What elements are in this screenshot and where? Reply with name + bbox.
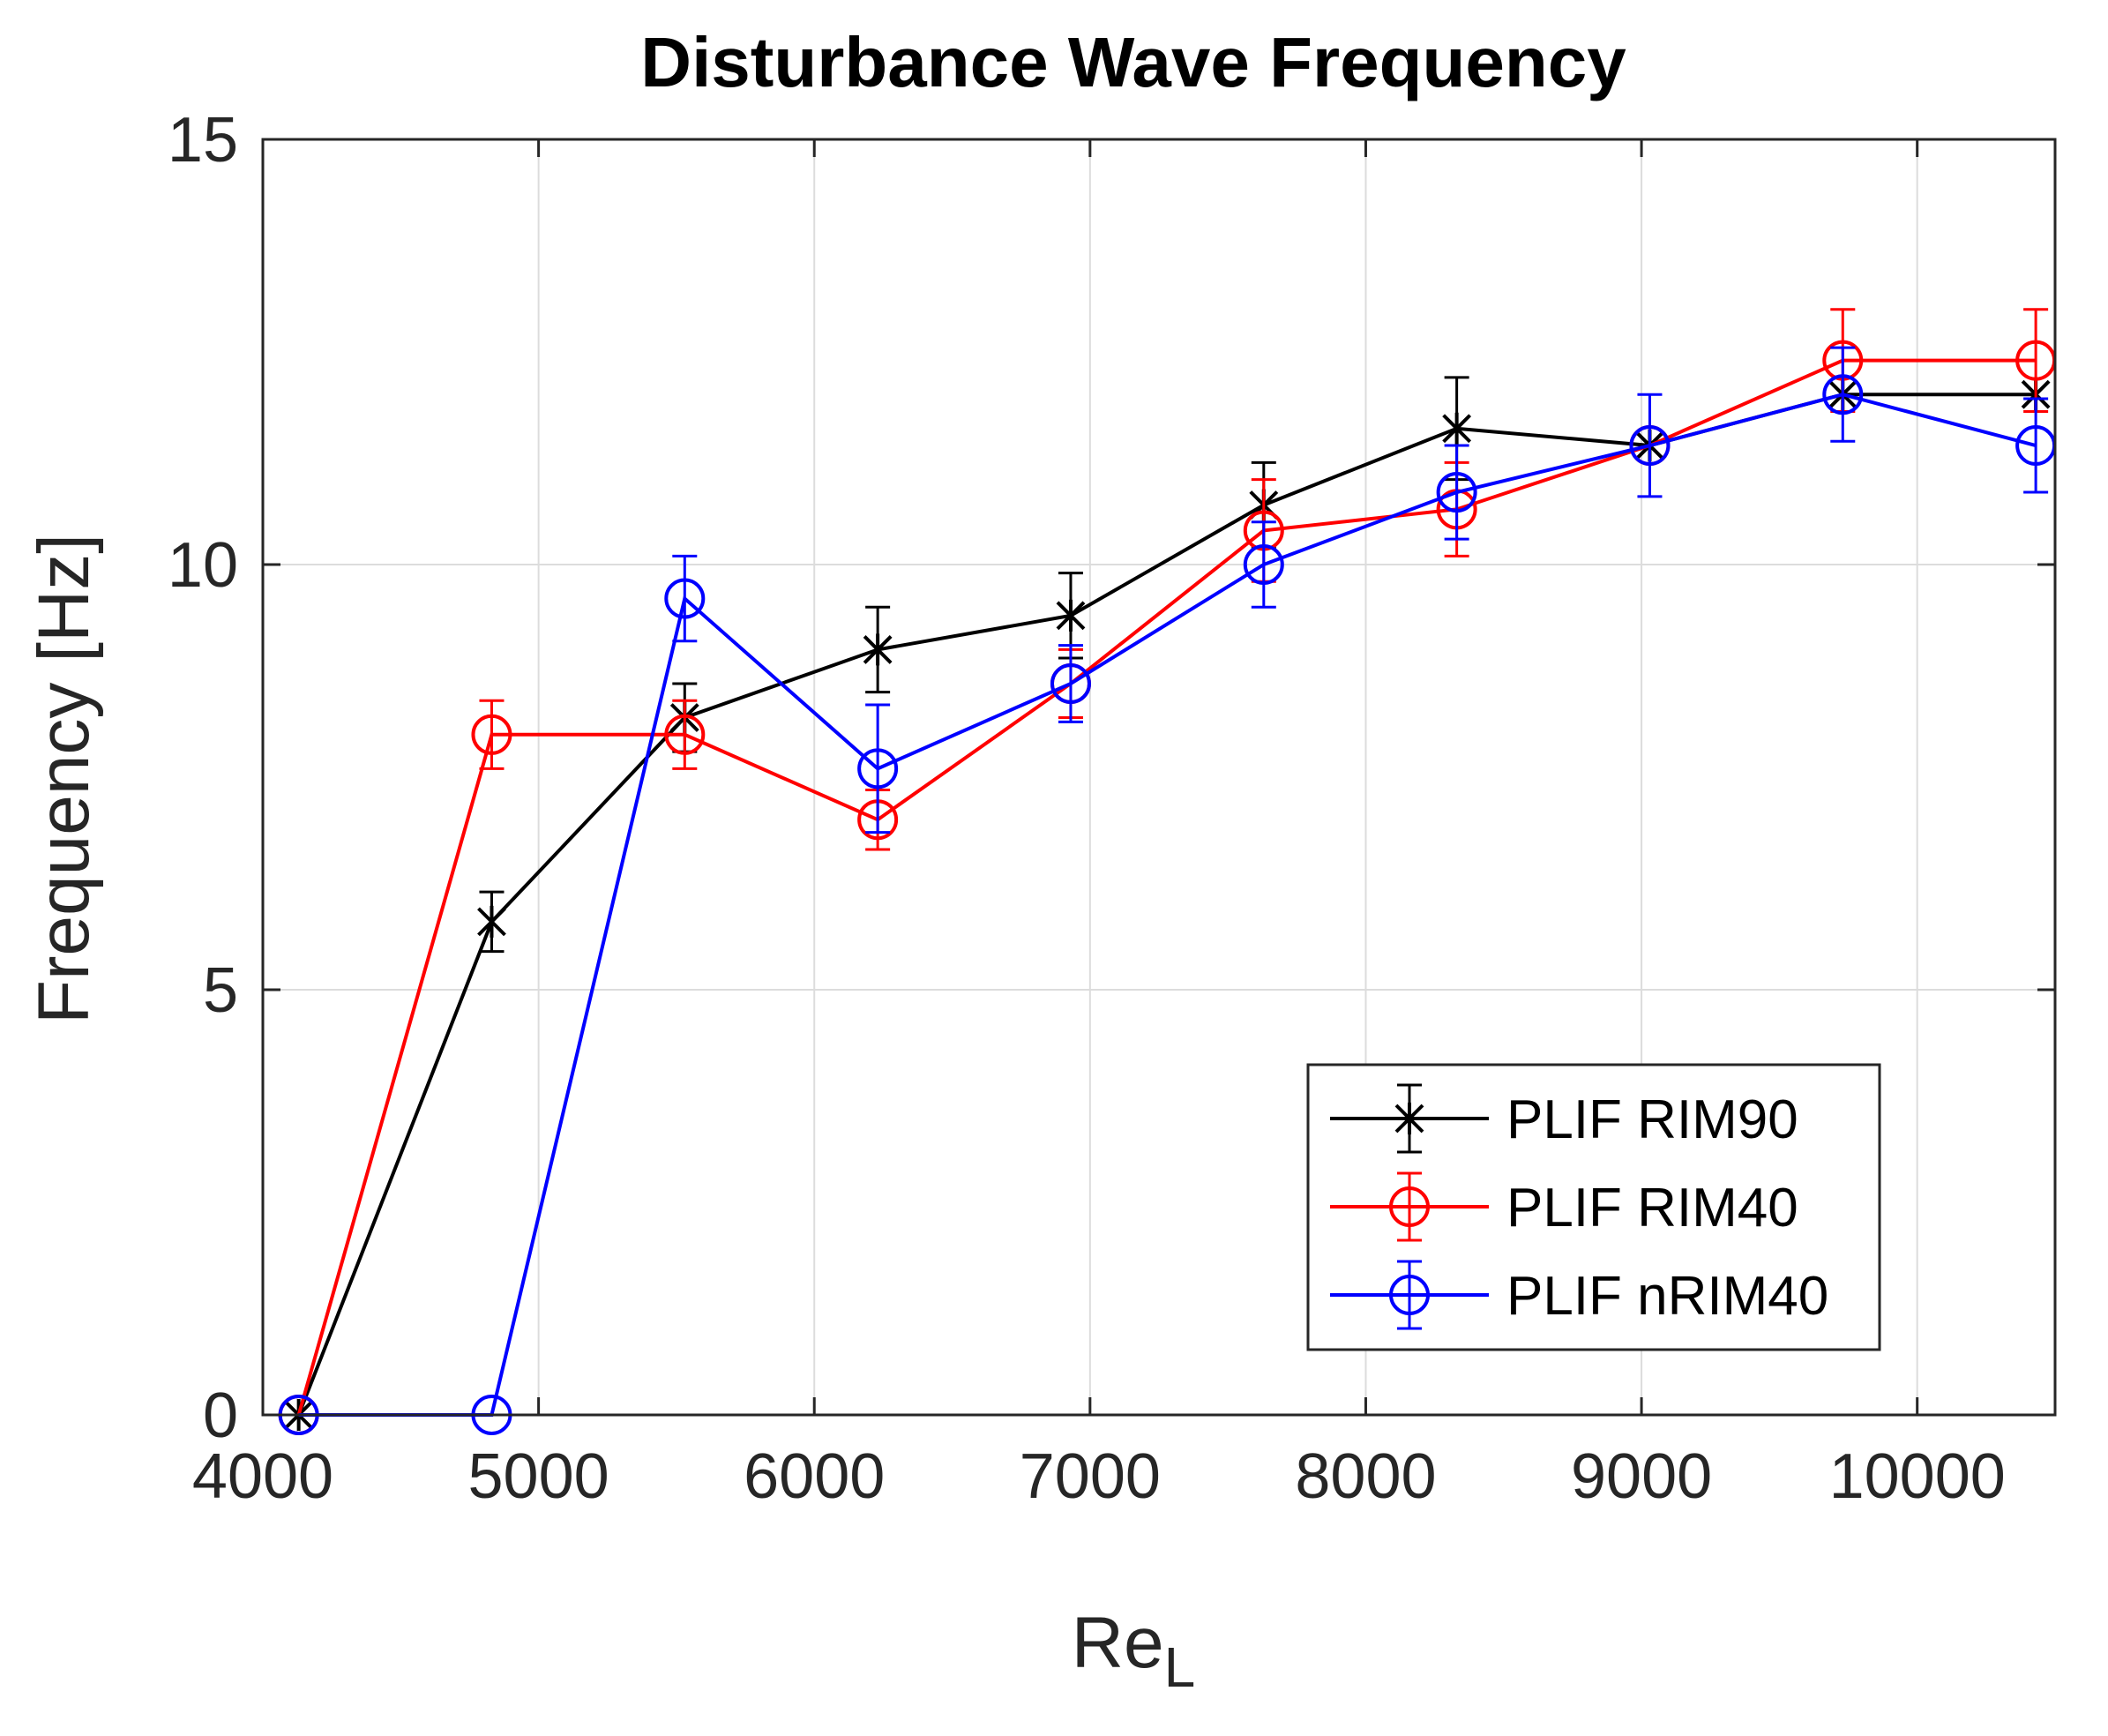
y-axis-label: Frequency [Hz] <box>24 534 104 1024</box>
error-bar-plif-nrim40 <box>2023 397 2049 494</box>
data-point-plif-nrim40 <box>1822 374 1864 415</box>
data-point-plif-nrim40 <box>1629 425 1671 467</box>
x-axis-label-main: Re <box>1072 1603 1164 1683</box>
data-point-plif-rim90 <box>477 905 506 938</box>
error-bar-plif-nrim40 <box>1830 346 1856 443</box>
chart-title: Disturbance Wave Frequency <box>640 23 1626 101</box>
legend-label: PLIF RIM90 <box>1506 1089 1798 1150</box>
y-tick-label: 0 <box>203 1381 238 1451</box>
error-bar-plif-nrim40 <box>865 703 891 834</box>
axes <box>261 138 2057 1417</box>
x-tick-label: 5000 <box>468 1441 609 1512</box>
x-tick-label: 7000 <box>1020 1441 1161 1512</box>
x-tick-label: 9000 <box>1571 1441 1712 1512</box>
data-point-plif-rim40 <box>471 714 512 755</box>
error-bar-plif-nrim40 <box>1058 644 1083 723</box>
x-tick-label: 4000 <box>192 1441 333 1512</box>
data-point-plif-rim90 <box>863 633 893 666</box>
data-point-plif-rim90 <box>1442 412 1472 445</box>
series-line-plif-rim40 <box>296 358 2037 1416</box>
legend-marker <box>1389 1275 1430 1315</box>
data-point-plif-nrim40 <box>1050 662 1091 704</box>
legend-item-plif-rim90: PLIF RIM90 <box>1330 1083 1798 1154</box>
y-tick-label: 15 <box>168 105 238 176</box>
legend-label: PLIF RIM40 <box>1506 1178 1798 1238</box>
data-point-plif-nrim40 <box>1243 544 1284 585</box>
error-bar-plif-nrim40 <box>1444 444 1469 541</box>
data-point-plif-nrim40 <box>1436 472 1477 513</box>
tick-labels: 4000 5000 6000 7000 8000 9000 10000 0 5 10 15 <box>168 105 2006 1512</box>
data-point-plif-nrim40 <box>857 748 899 789</box>
error-bar-plif-nrim40 <box>1251 520 1276 609</box>
data-point-plif-rim40 <box>664 714 706 755</box>
legend-marker <box>1389 1186 1430 1227</box>
x-axis-label: ReL <box>1072 1603 1195 1699</box>
legend-marker <box>1394 1103 1424 1134</box>
plot-frame <box>261 138 2057 1417</box>
legend-item-plif-nrim40: PLIF nRIM40 <box>1330 1260 1828 1330</box>
x-axis-label-subscript: L <box>1164 1635 1196 1699</box>
series-line-plif-nrim40 <box>298 393 2037 1417</box>
legend: PLIF RIM90 PLIF RIM40 PLIF nRIM40 <box>1306 1063 1881 1351</box>
series-plif-nrim40 <box>278 346 2057 1435</box>
error-bar-plif-rim40 <box>479 699 505 770</box>
error-bar-plif-nrim40 <box>672 554 698 643</box>
data-point-plif-rim90 <box>1056 599 1086 632</box>
legend-item-plif-rim40: PLIF RIM40 <box>1330 1171 1798 1242</box>
x-tick-label: 8000 <box>1295 1441 1436 1512</box>
x-tick-label: 6000 <box>744 1441 885 1512</box>
x-tick-label: 10000 <box>1829 1441 2006 1512</box>
y-tick-label: 10 <box>168 530 238 601</box>
legend-label: PLIF nRIM40 <box>1506 1266 1828 1327</box>
error-bar-plif-nrim40 <box>1637 393 1663 498</box>
data-point-plif-nrim40 <box>664 578 706 619</box>
error-bar-plif-rim40 <box>672 699 698 770</box>
y-tick-label: 5 <box>203 955 238 1026</box>
